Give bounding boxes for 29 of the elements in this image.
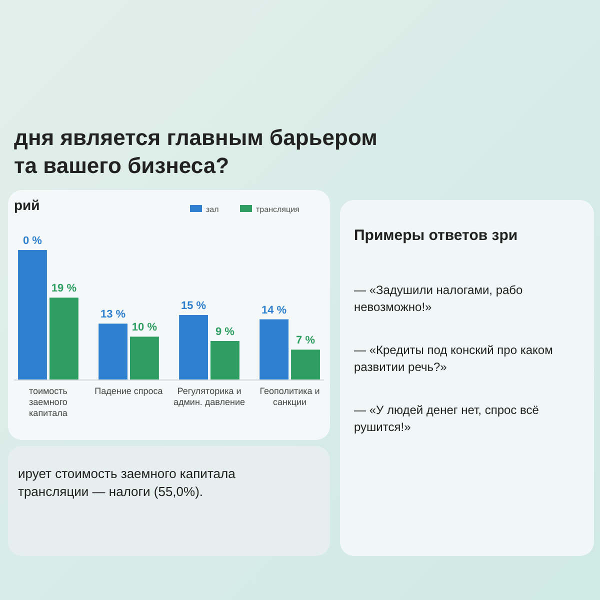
bar <box>49 298 78 380</box>
data-label: 13 % <box>100 308 126 321</box>
legend-label: трансляция <box>256 205 300 214</box>
bar <box>18 250 47 380</box>
x-tick-label: Падение спроса <box>94 386 163 396</box>
text: — «У людей денег нет, спрос всё рушится!» <box>354 403 540 434</box>
text: ирует стоимость заемного капитала трансляции — налоги (55,0%). <box>18 466 236 499</box>
data-label: 7 % <box>296 334 316 347</box>
text: — «Кредиты под конский про каком развитии речь?» <box>354 343 553 374</box>
bar <box>210 341 240 380</box>
legend-label: зал <box>206 205 220 214</box>
bar <box>291 350 320 380</box>
text: Примеры ответов зри <box>354 227 518 244</box>
bar <box>179 315 208 380</box>
bar <box>130 336 159 380</box>
x-tick-label: Регуляторика и админ. давление <box>173 386 246 407</box>
chart-subtitle: рий <box>14 197 40 213</box>
data-label: 19 % <box>51 282 77 295</box>
chart-title: дня является главным барьером та вашего бизнеса? <box>14 125 378 178</box>
data-label: 9 % <box>216 326 235 338</box>
data-label: 14 % <box>262 304 287 316</box>
text: — «Задушили налогами, рабо невозможно!» <box>354 283 524 314</box>
x-tick-label: тоимость заемного капитала <box>28 386 68 418</box>
bar <box>260 319 289 380</box>
bar <box>98 324 128 380</box>
data-label: 10 % <box>132 322 158 334</box>
x-tick-label: Геополитика и санкции <box>260 386 320 407</box>
data-label: 15 % <box>180 300 206 312</box>
annotation: 0 % <box>23 235 42 247</box>
